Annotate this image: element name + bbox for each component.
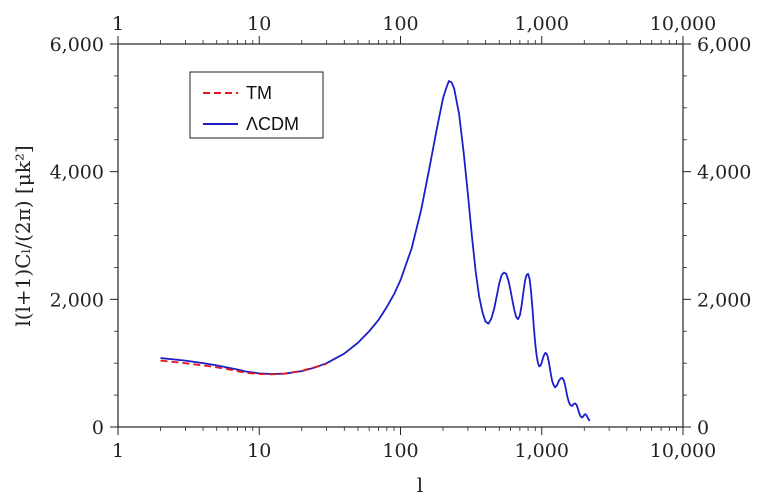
minor-ticks xyxy=(114,40,687,431)
y-tick-label: 6,000 xyxy=(50,34,104,56)
series-lines xyxy=(160,80,591,422)
x-tick-labels-bottom: 1 10 100 1,000 10,000 xyxy=(112,440,716,462)
x-tick-label-top: 1 xyxy=(112,13,124,35)
legend-label-lcdm: ΛCDM xyxy=(246,114,299,134)
x-tick-label: 10 xyxy=(247,440,271,462)
y-tick-label: 4,000 xyxy=(50,162,104,184)
x-tick-label: 1,000 xyxy=(515,440,569,462)
y-tick-labels-right: 0 2,000 4,000 6,000 xyxy=(697,34,751,439)
x-tick-label-top: 10,000 xyxy=(650,13,716,35)
x-tick-label-top: 100 xyxy=(382,13,418,35)
x-tick-label: 10,000 xyxy=(650,440,716,462)
x-tick-labels-top: 1 10 100 1,000 10,000 xyxy=(112,13,716,35)
legend-box xyxy=(189,71,324,139)
x-tick-label: 100 xyxy=(382,440,418,462)
y-tick-label: 0 xyxy=(92,417,104,439)
y-tick-labels-left: 0 2,000 4,000 6,000 xyxy=(50,34,104,439)
y-tick-label-right: 0 xyxy=(697,417,709,439)
x-tick-label-top: 10 xyxy=(247,13,271,35)
series-line-lcdm xyxy=(160,80,591,422)
y-tick-label-right: 4,000 xyxy=(697,162,751,184)
major-ticks xyxy=(110,36,691,435)
y-tick-label-right: 6,000 xyxy=(697,34,751,56)
x-tick-label-top: 1,000 xyxy=(515,13,569,35)
legend-label-tm: TM xyxy=(246,83,272,103)
x-axis-label: l xyxy=(417,473,423,497)
legend: TM ΛCDM xyxy=(189,71,324,139)
series-line-tm xyxy=(160,359,327,376)
x-tick-label: 1 xyxy=(112,440,124,462)
y-tick-label: 2,000 xyxy=(50,289,104,311)
y-axis-label: l(l+1)Cₗ/(2π) [μk²] xyxy=(11,145,35,326)
y-tick-label-right: 2,000 xyxy=(697,289,751,311)
